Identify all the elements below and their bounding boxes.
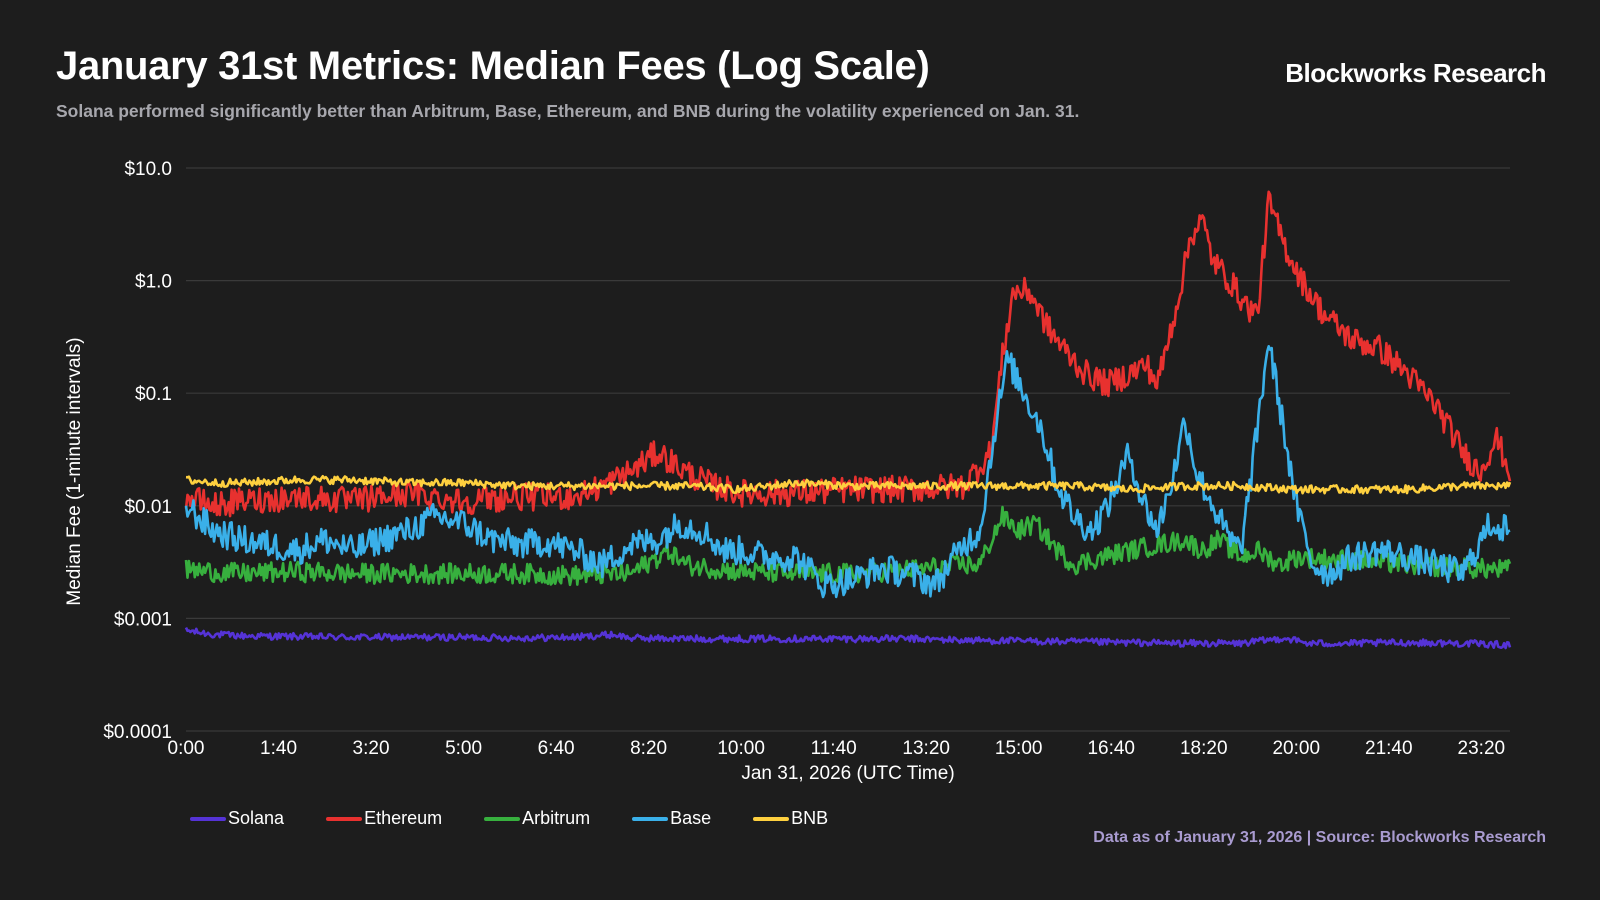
y-tick-label: $0.01 xyxy=(124,497,172,518)
x-tick-label: 8:20 xyxy=(630,738,667,759)
legend-label: BNB xyxy=(791,808,829,828)
x-tick-label: 18:20 xyxy=(1180,738,1228,759)
brand-logo-text: Blockworks Research xyxy=(1285,58,1546,88)
x-tick-label: 23:20 xyxy=(1458,738,1506,759)
legend-label: Solana xyxy=(228,808,285,828)
y-tick-label: $1.0 xyxy=(135,272,172,293)
series-line-bnb xyxy=(185,475,1512,495)
chart-title: January 31st Metrics: Median Fees (Log S… xyxy=(56,44,930,88)
legend-swatch xyxy=(190,816,226,821)
legend-item-solana: Solana xyxy=(190,808,284,829)
legend-swatch xyxy=(484,816,521,821)
x-tick-label: 21:40 xyxy=(1365,738,1413,759)
source-note: Data as of January 31, 2026 | Source: Bl… xyxy=(1093,829,1546,846)
chart-legend: Solana Ethereum Arbitrum Base BNB xyxy=(190,808,870,829)
y-tick-label: $10.0 xyxy=(124,159,172,180)
y-tick-label: $0.1 xyxy=(135,384,172,405)
legend-item-base: Base xyxy=(632,808,711,829)
x-tick-label: 13:20 xyxy=(902,738,950,759)
y-axis-title: Median Fee (1-minute intervals) xyxy=(64,337,85,605)
x-tick-label: 0:00 xyxy=(168,738,205,759)
x-axis-ticks: 0:00 1:40 3:20 5:00 6:40 8:20 10:00 11:40 13:20 1… xyxy=(168,738,1506,759)
y-tick-label: $0.001 xyxy=(114,609,172,630)
legend-label: Arbitrum xyxy=(522,808,591,828)
x-tick-label: 15:00 xyxy=(995,738,1043,759)
legend-swatch xyxy=(753,816,790,821)
x-tick-label: 16:40 xyxy=(1087,738,1135,759)
grid-lines xyxy=(186,167,1510,732)
legend-item-arbitrum: Arbitrum xyxy=(484,808,590,829)
legend-item-ethereum: Ethereum xyxy=(326,808,442,829)
x-tick-label: 11:40 xyxy=(811,738,857,759)
legend-swatch xyxy=(326,816,363,821)
legend-swatch xyxy=(632,816,669,821)
legend-item-bnb: BNB xyxy=(753,808,828,829)
series-line-base xyxy=(184,345,1511,599)
series-lines xyxy=(184,190,1512,650)
x-tick-label: 1:40 xyxy=(260,738,297,759)
chart-subtitle: Solana performed significantly better th… xyxy=(56,101,1080,121)
series-line-arbitrum xyxy=(184,505,1512,587)
y-axis-ticks: $10.0 $1.0 $0.1 $0.01 $0.001 $0.0001 xyxy=(103,159,172,743)
legend-label: Ethereum xyxy=(364,808,443,828)
x-axis-title: Jan 31, 2026 (UTC Time) xyxy=(741,763,954,784)
x-tick-label: 10:00 xyxy=(717,738,765,759)
series-line-ethereum xyxy=(184,190,1512,518)
series-line-solana xyxy=(184,627,1512,650)
x-tick-label: 3:20 xyxy=(353,738,390,759)
legend-label: Base xyxy=(670,808,712,828)
x-tick-label: 5:00 xyxy=(445,738,482,759)
x-tick-label: 6:40 xyxy=(538,738,575,759)
y-tick-label: $0.0001 xyxy=(103,722,172,743)
x-tick-label: 20:00 xyxy=(1272,738,1320,759)
